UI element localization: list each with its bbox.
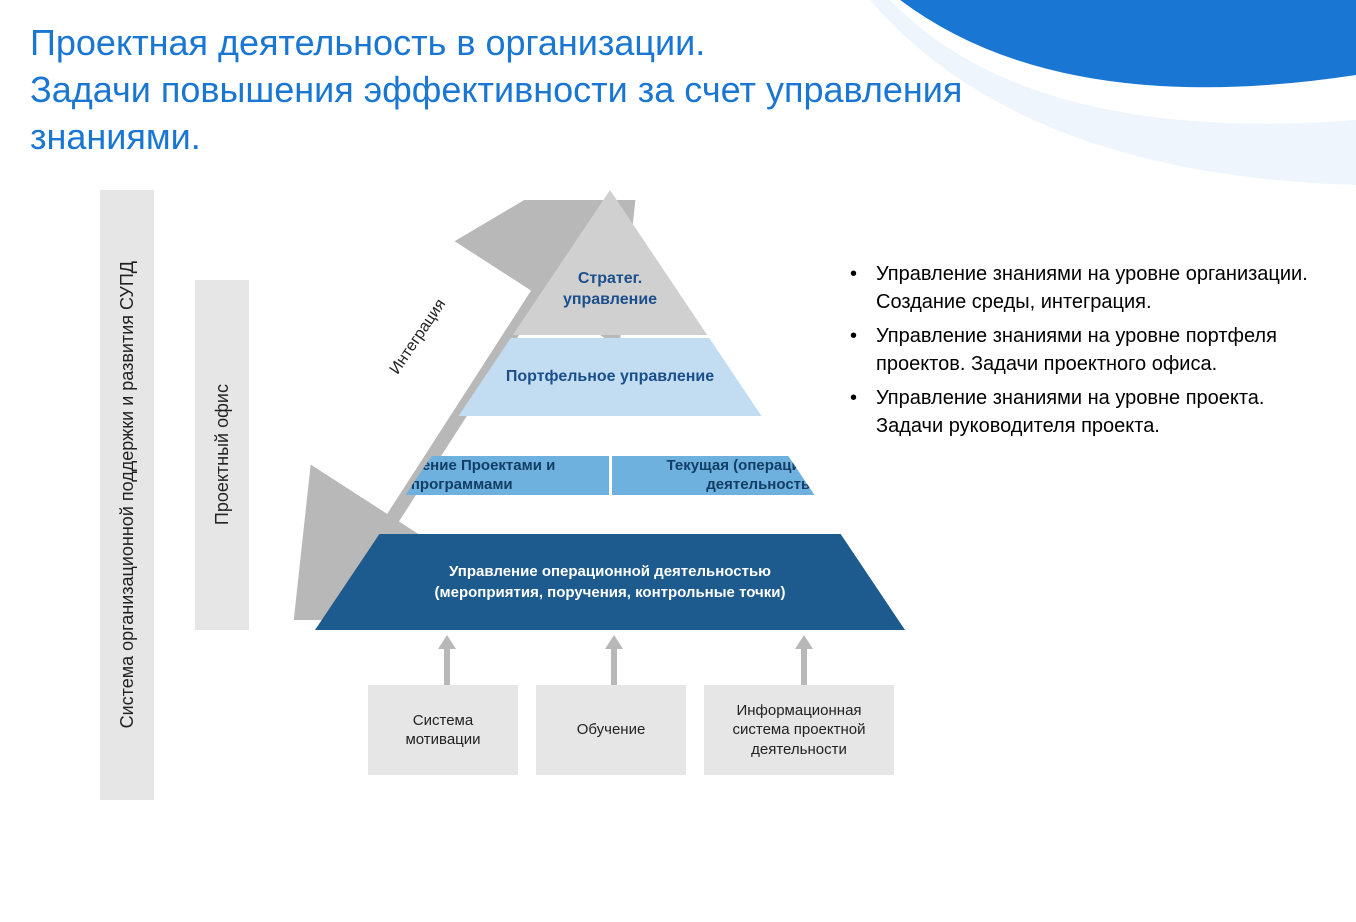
bottom-box-infosystem-label: Информационная система проектной деятель… xyxy=(716,701,882,760)
pyramid-split-right-label: Текущая (операционная) деятельность xyxy=(622,456,896,495)
pyramid-base-line2: (мероприятия, поручения, контрольные точ… xyxy=(435,582,786,603)
bullet-text: Управление знаниями на уровне портфеля п… xyxy=(876,325,1277,375)
bullet-item: Управление знаниями на уровне портфеля п… xyxy=(840,322,1310,378)
slide-title: Проектная деятельность в организации. За… xyxy=(30,20,1030,160)
vbar-outer: Система организационной поддержки и разв… xyxy=(100,190,154,800)
bottom-boxes: Система мотивации Обучение Информационна… xyxy=(368,685,898,775)
pyramid-split-right: Текущая (операционная) деятельность xyxy=(612,456,906,495)
up-arrow-3 xyxy=(795,635,813,685)
bottom-box-training: Обучение xyxy=(536,685,686,775)
pyramid: Стратег.управление Портфельное управлени… xyxy=(315,190,905,690)
bottom-box-motivation-label: Система мотивации xyxy=(380,711,506,750)
bullet-item: Управление знаниями на уровне проекта. З… xyxy=(840,384,1310,440)
content-area: Система организационной поддержки и разв… xyxy=(0,190,1356,890)
bullet-text: Управление знаниями на уровне проекта. З… xyxy=(876,387,1265,437)
bottom-box-motivation: Система мотивации xyxy=(368,685,518,775)
bottom-box-infosystem: Информационная система проектной деятель… xyxy=(704,685,894,775)
up-arrow-2 xyxy=(605,635,623,685)
pyramid-split-left: Управление Проектами и программами xyxy=(315,456,609,495)
pyramid-layer-portfolio: Портфельное управление xyxy=(315,338,905,416)
vbar-inner-label: Проектный офис xyxy=(212,384,233,525)
pyramid-split-left-label: Управление Проектами и программами xyxy=(325,456,599,495)
vbar-outer-label: Система организационной поддержки и разв… xyxy=(117,261,138,728)
up-arrow-1 xyxy=(438,635,456,685)
bullet-item: Управление знаниями на уровне организаци… xyxy=(840,260,1310,316)
pyramid-base-line1: Управление операционной деятельностью xyxy=(449,561,771,582)
bottom-box-training-label: Обучение xyxy=(577,720,646,740)
pyramid-layer-strategic-label: Стратег.управление xyxy=(563,269,657,311)
pyramid-clip: Стратег.управление Портфельное управлени… xyxy=(315,190,905,630)
bullet-text: Управление знаниями на уровне организаци… xyxy=(876,263,1308,313)
pyramid-layer-portfolio-label: Портфельное управление xyxy=(506,368,714,386)
bullet-list: Управление знаниями на уровне организаци… xyxy=(840,260,1310,446)
vbar-inner: Проектный офис xyxy=(195,280,249,630)
pyramid-layer-base: Управление операционной деятельностью (м… xyxy=(315,534,905,630)
pyramid-layer-split: Управление Проектами и программами Текущ… xyxy=(315,419,905,531)
pyramid-layer-strategic: Стратег.управление xyxy=(315,190,905,335)
